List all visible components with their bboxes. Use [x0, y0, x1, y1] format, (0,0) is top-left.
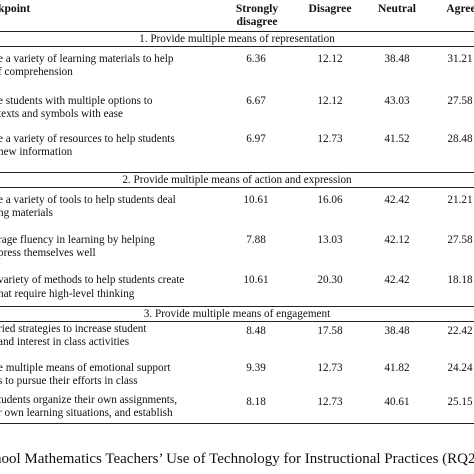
cell-agree: 21.21 — [447, 194, 473, 206]
cell-agree: 27.58 — [447, 234, 473, 246]
cell-neutral: 38.48 — [384, 325, 410, 337]
header-strongly-disagree-line2: disagree — [236, 15, 278, 28]
section-rule — [0, 46, 474, 47]
cell-agree: 28.48 — [447, 133, 473, 145]
header-disagree: Disagree — [308, 2, 352, 15]
cell-disagree: 12.73 — [317, 133, 343, 145]
cell-strongly-disagree: 7.88 — [246, 234, 266, 246]
cell-neutral: 40.61 — [384, 396, 410, 408]
row-text-line1: variety of methods to help students crea… — [0, 274, 185, 286]
cell-agree: 25.15 — [447, 396, 473, 408]
cell-neutral: 42.42 — [384, 194, 410, 206]
row-text-line2: new information — [0, 146, 73, 158]
cell-strongly-disagree: 6.36 — [246, 53, 266, 65]
row-text-line1: e students with multiple options to — [0, 95, 153, 107]
cell-neutral: 42.42 — [384, 274, 410, 286]
row-text-line2: r own learning situations, and establish — [0, 407, 173, 419]
cell-disagree: 13.03 — [317, 234, 343, 246]
cell-neutral: 41.82 — [384, 362, 410, 374]
row-text-line2: and interest in class activities — [0, 336, 130, 348]
cell-disagree: 12.12 — [317, 95, 343, 107]
cell-strongly-disagree: 10.61 — [243, 194, 269, 206]
section-rule — [0, 187, 474, 188]
row-text-line1: e a variety of learning materials to hel… — [0, 53, 174, 65]
section-rule — [0, 306, 474, 307]
cell-agree: 18.18 — [447, 274, 473, 286]
header-rule — [0, 31, 474, 32]
row-text-line1: rage fluency in learning by helping — [0, 234, 155, 246]
row-text-line2: press themselves well — [0, 247, 96, 259]
cell-agree: 24.24 — [447, 362, 473, 374]
cell-agree: 27.58 — [447, 95, 473, 107]
cell-disagree: 12.73 — [317, 362, 343, 374]
cell-disagree: 17.58 — [317, 325, 343, 337]
cell-strongly-disagree: 8.18 — [246, 396, 266, 408]
row-text-line1: e multiple means of emotional support — [0, 362, 171, 374]
cell-strongly-disagree: 6.67 — [246, 95, 266, 107]
section-title: 3. Provide multiple means of engagement — [143, 308, 331, 320]
header-strongly-disagree-line1: Strongly — [235, 2, 279, 15]
cell-neutral: 43.03 — [384, 95, 410, 107]
table-bottom-rule — [0, 423, 474, 424]
section-rule — [0, 172, 474, 173]
row-text-line2: texts and symbols with ease — [0, 108, 123, 120]
row-text-line1: tudents organize their own assignments, — [0, 394, 178, 406]
table-caption: hool Mathematics Teachers’ Use of Techno… — [0, 451, 474, 467]
cell-strongly-disagree: 10.61 — [243, 274, 269, 286]
row-text-line2: ng materials — [0, 207, 53, 219]
header-agree: Agree — [446, 2, 474, 15]
cell-neutral: 41.52 — [384, 133, 410, 145]
cell-agree: 22.42 — [447, 325, 473, 337]
row-text-line2: hat require high-level thinking — [0, 288, 135, 300]
section-rule — [0, 321, 474, 322]
header-neutral: Neutral — [378, 2, 416, 15]
cell-disagree: 20.30 — [317, 274, 343, 286]
row-text-line2: f comprehension — [0, 66, 73, 78]
section-title: 1. Provide multiple means of representat… — [139, 33, 335, 45]
cell-disagree: 12.73 — [317, 396, 343, 408]
row-text-line1: ried strategies to increase student — [0, 323, 147, 335]
cell-strongly-disagree: 8.48 — [246, 325, 266, 337]
row-text-line1: e a variety of resources to help student… — [0, 133, 175, 145]
cell-strongly-disagree: 6.97 — [246, 133, 266, 145]
cell-agree: 31.21 — [447, 53, 473, 65]
section-title: 2. Provide multiple means of action and … — [122, 174, 352, 186]
cell-neutral: 38.48 — [384, 53, 410, 65]
cell-disagree: 16.06 — [317, 194, 343, 206]
cell-neutral: 42.12 — [384, 234, 410, 246]
row-text-line2: s to pursue their efforts in class — [0, 375, 138, 387]
row-text-line1: e a variety of tools to help students de… — [0, 194, 176, 206]
header-viewpoint: kpoint — [0, 2, 31, 15]
cell-strongly-disagree: 9.39 — [246, 362, 266, 374]
cell-disagree: 12.12 — [317, 53, 343, 65]
